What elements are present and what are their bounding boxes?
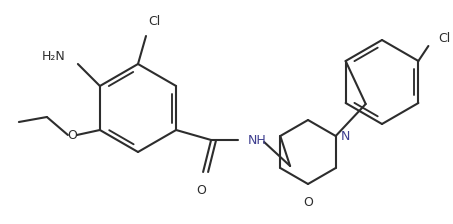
Text: O: O [303,196,313,209]
Text: N: N [341,129,350,142]
Text: NH: NH [248,134,267,146]
Text: Cl: Cl [148,15,160,28]
Text: H₂N: H₂N [42,50,66,62]
Text: O: O [67,129,77,142]
Text: O: O [196,184,206,197]
Text: Cl: Cl [439,32,451,45]
